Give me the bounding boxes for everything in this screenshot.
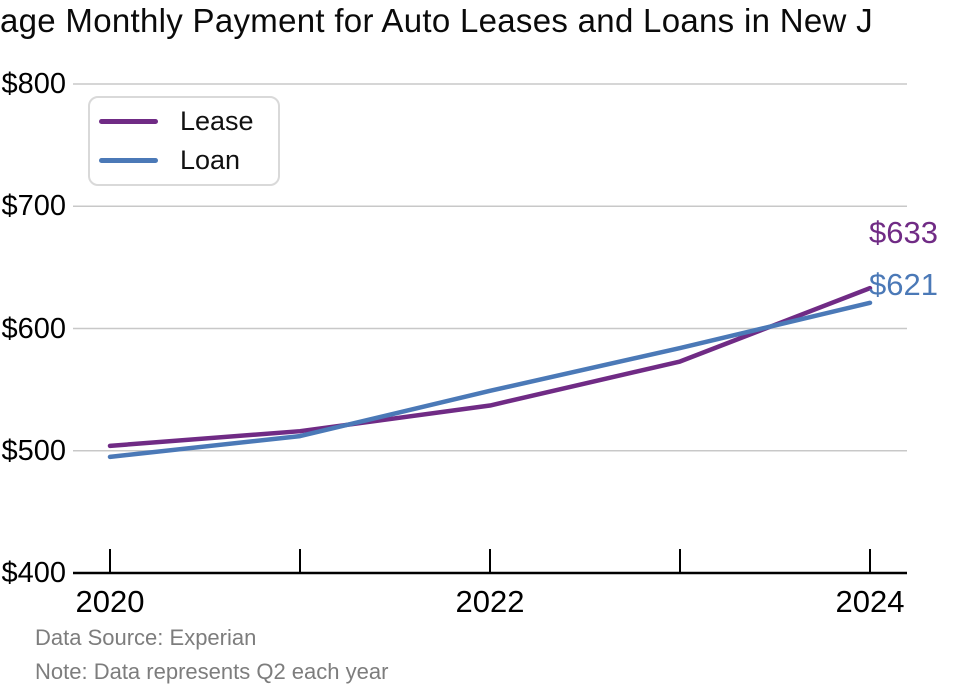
loan-line-series <box>107 300 873 460</box>
y-tick-label-700: $700 <box>1 190 66 223</box>
x-tick-label-2024: 2024 <box>835 584 905 619</box>
legend-item-loan: Loan <box>99 141 278 180</box>
y-tick-label-500: $500 <box>1 434 66 467</box>
lease-line-swatch-icon <box>99 119 158 124</box>
loan-line-swatch-icon <box>99 158 158 163</box>
legend-label-lease: Lease <box>180 106 254 136</box>
lease-line-series <box>107 285 873 449</box>
loan-end-value-label: $621 <box>869 266 938 302</box>
y-tick-label-800: $800 <box>1 68 66 100</box>
footer-data-source: Data Source: Experian <box>35 625 257 650</box>
lease-end-value-label: $633 <box>869 215 938 251</box>
x-tick-label-2022: 2022 <box>455 584 525 619</box>
legend: Lease Loan <box>88 96 280 186</box>
footer-note: Note: Data represents Q2 each year <box>35 659 389 684</box>
chart-title: age Monthly Payment for Auto Leases and … <box>0 2 873 39</box>
x-tick-label-2020: 2020 <box>75 584 145 619</box>
y-tick-label-600: $600 <box>1 312 66 345</box>
legend-item-lease: Lease <box>99 102 278 141</box>
y-tick-label-400: $400 <box>1 557 66 589</box>
legend-label-loan: Loan <box>180 145 241 175</box>
